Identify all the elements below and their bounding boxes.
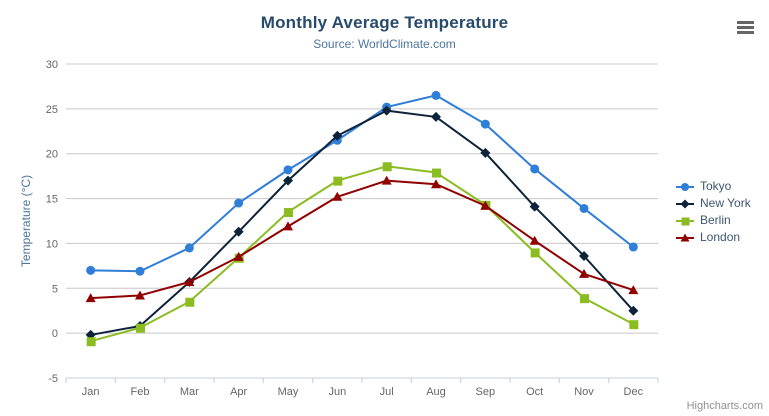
x-axis-tick-label: Feb xyxy=(131,386,150,398)
square-marker-icon[interactable] xyxy=(432,168,441,178)
y-axis-tick-label: 15 xyxy=(46,194,58,206)
legend-diamond-icon xyxy=(676,199,694,208)
legend-square-icon xyxy=(676,217,694,225)
triangle-marker-icon[interactable] xyxy=(184,277,195,287)
diamond-marker-icon[interactable] xyxy=(381,105,392,116)
x-axis-tick-label: Nov xyxy=(574,386,594,398)
chart-subtitle: Source: WorldClimate.com xyxy=(313,37,456,51)
series-london xyxy=(85,175,639,303)
triangle-marker-icon[interactable] xyxy=(85,293,96,303)
x-axis-tick-label: Apr xyxy=(230,386,247,398)
diamond-marker-icon[interactable] xyxy=(480,147,491,158)
diamond-marker-icon[interactable] xyxy=(283,175,293,186)
legend-triangle-icon xyxy=(676,233,694,241)
triangle-marker-icon[interactable] xyxy=(233,251,244,261)
legend-circle-icon xyxy=(676,182,694,191)
circle-marker-icon[interactable] xyxy=(86,265,96,275)
legend-label: London xyxy=(700,230,741,244)
series-line-tokyo xyxy=(89,94,635,273)
triangle-marker-icon[interactable] xyxy=(332,191,343,201)
square-marker-icon[interactable] xyxy=(333,176,343,186)
y-axis-tick-label: 20 xyxy=(46,149,58,161)
circle-marker-icon[interactable] xyxy=(431,90,441,100)
series-line-new-york xyxy=(89,109,635,336)
square-marker-icon xyxy=(681,217,690,225)
x-axis-tick-label: Jul xyxy=(380,386,394,398)
legend-item-new-york[interactable]: New York xyxy=(676,195,751,212)
circle-marker-icon xyxy=(681,182,689,191)
y-axis-tick-label: 5 xyxy=(52,283,58,295)
y-axis-tick-label: 10 xyxy=(46,238,58,250)
x-axis-tick-label: Jan xyxy=(82,386,100,398)
circle-marker-icon[interactable] xyxy=(628,242,638,252)
x-axis-tick-label: May xyxy=(278,386,299,398)
y-axis-tick-label: 25 xyxy=(46,104,58,116)
diamond-marker-icon xyxy=(680,199,690,208)
circle-marker-icon[interactable] xyxy=(480,119,490,129)
legend-item-tokyo[interactable]: Tokyo xyxy=(676,178,751,195)
x-axis-tick-label: Dec xyxy=(624,386,644,398)
square-marker-icon[interactable] xyxy=(185,297,195,307)
legend-item-berlin[interactable]: Berlin xyxy=(676,212,751,229)
x-axis-tick-label: Mar xyxy=(180,386,199,398)
y-axis-tick-label: 0 xyxy=(52,328,58,340)
triangle-marker-icon[interactable] xyxy=(381,175,392,185)
hamburger-icon xyxy=(737,31,754,34)
x-axis-tick-label: Sep xyxy=(476,386,496,398)
export-menu-button[interactable] xyxy=(736,21,755,36)
x-axis-tick-label: Jun xyxy=(328,386,346,398)
y-axis-tick-label: -5 xyxy=(48,373,58,385)
triangle-marker-icon[interactable] xyxy=(480,200,491,210)
square-marker-icon[interactable] xyxy=(86,337,96,347)
triangle-marker-icon[interactable] xyxy=(431,179,441,189)
square-marker-icon[interactable] xyxy=(580,294,589,304)
circle-marker-icon[interactable] xyxy=(530,164,540,174)
legend: Tokyo New York Berlin London xyxy=(676,178,751,246)
square-marker-icon[interactable] xyxy=(530,248,540,258)
square-marker-icon[interactable] xyxy=(284,208,293,218)
diamond-marker-icon[interactable] xyxy=(233,226,244,237)
credits-link[interactable]: Highcharts.com xyxy=(686,400,763,412)
square-marker-icon[interactable] xyxy=(382,162,392,172)
diamond-marker-icon[interactable] xyxy=(431,111,441,122)
diamond-marker-icon[interactable] xyxy=(332,130,343,141)
triangle-marker-icon[interactable] xyxy=(628,285,639,295)
circle-marker-icon[interactable] xyxy=(579,203,589,213)
triangle-marker-icon[interactable] xyxy=(579,268,589,278)
y-axis-tick-label: 30 xyxy=(46,59,58,71)
series-tokyo xyxy=(86,90,638,276)
square-marker-icon[interactable] xyxy=(629,320,639,330)
hamburger-icon xyxy=(737,26,754,29)
x-axis-tick-label: Oct xyxy=(526,386,543,398)
circle-marker-icon[interactable] xyxy=(234,198,244,208)
circle-marker-icon[interactable] xyxy=(283,165,293,175)
triangle-marker-icon[interactable] xyxy=(135,290,145,300)
triangle-marker-icon[interactable] xyxy=(529,235,540,245)
square-marker-icon[interactable] xyxy=(136,323,145,333)
triangle-marker-icon[interactable] xyxy=(283,221,293,231)
legend-item-london[interactable]: London xyxy=(676,229,751,246)
diamond-marker-icon[interactable] xyxy=(628,305,639,316)
legend-label: Tokyo xyxy=(700,179,732,193)
triangle-marker-icon xyxy=(680,233,690,241)
series-new-york xyxy=(85,105,639,340)
chart-title: Monthly Average Temperature xyxy=(260,13,509,32)
x-axis-tick-label: Aug xyxy=(426,386,446,398)
circle-marker-icon[interactable] xyxy=(184,243,194,253)
diamond-marker-icon[interactable] xyxy=(579,250,589,261)
legend-label: Berlin xyxy=(700,213,731,227)
legend-label: New York xyxy=(700,196,751,210)
series-line-berlin xyxy=(89,165,635,343)
y-axis-title: Temperature (°C) xyxy=(19,174,33,268)
diamond-marker-icon[interactable] xyxy=(529,201,540,212)
hamburger-icon xyxy=(737,21,754,24)
series-line-london xyxy=(89,179,635,300)
circle-marker-icon[interactable] xyxy=(135,266,145,276)
